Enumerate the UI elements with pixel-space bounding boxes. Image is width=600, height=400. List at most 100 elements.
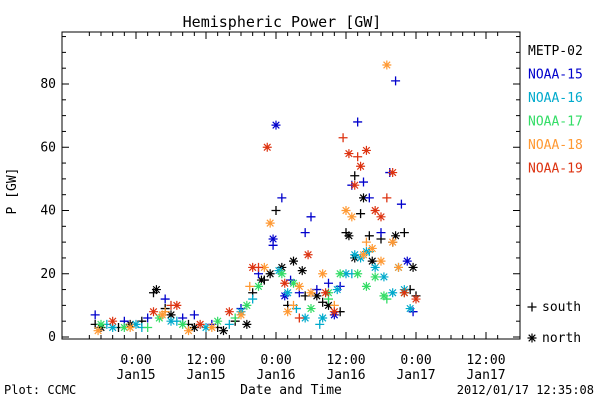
data-point-north bbox=[108, 323, 118, 333]
data-point-north bbox=[359, 193, 368, 203]
data-point-north bbox=[189, 323, 199, 333]
data-point-north bbox=[321, 288, 331, 298]
data-point-north bbox=[166, 310, 176, 320]
data-point-north bbox=[361, 281, 371, 291]
data-point-north bbox=[242, 319, 252, 329]
legend: METP-02 NOAA-15 NOAA-16 NOAA-17 NOAA-18 NOAA-… bbox=[528, 44, 583, 177]
data-point-north bbox=[353, 269, 363, 279]
x-tick-label-time: 0:00 bbox=[260, 353, 291, 368]
data-point-north bbox=[262, 142, 272, 152]
data-point-north bbox=[207, 323, 217, 333]
data-point-south bbox=[391, 76, 401, 86]
data-point-north bbox=[391, 231, 401, 241]
legend-entry: NOAA-18 bbox=[528, 138, 583, 153]
data-point-north bbox=[341, 269, 351, 279]
data-point-north bbox=[119, 323, 129, 333]
data-point-south bbox=[364, 231, 374, 241]
data-point-north bbox=[125, 323, 135, 333]
x-tick-label-date: Jan16 bbox=[256, 368, 295, 383]
data-point-south bbox=[306, 212, 316, 222]
data-point-north bbox=[318, 269, 328, 279]
data-point-north bbox=[350, 180, 360, 190]
x-tick-label-date: Jan16 bbox=[326, 368, 365, 383]
data-point-north bbox=[344, 231, 354, 241]
data-point-south bbox=[294, 313, 304, 323]
data-point-north bbox=[344, 149, 354, 159]
data-point-north bbox=[254, 281, 263, 291]
data-point-north bbox=[361, 145, 371, 155]
data-point-north bbox=[294, 281, 304, 291]
data-point-south bbox=[143, 313, 153, 323]
x-tick-label-date: Jan15 bbox=[116, 368, 155, 383]
data-point-south bbox=[376, 228, 386, 238]
legend-entry: NOAA-15 bbox=[528, 68, 583, 83]
data-point-north bbox=[178, 319, 188, 329]
data-point-north bbox=[370, 272, 380, 282]
x-tick-label-time: 12:00 bbox=[186, 353, 225, 368]
data-point-north bbox=[213, 316, 223, 326]
y-tick-label: 40 bbox=[40, 204, 56, 219]
data-point-north bbox=[411, 294, 421, 304]
footer-credit: Plot: CCMC bbox=[4, 383, 76, 397]
data-point-north bbox=[382, 60, 392, 70]
data-point-north bbox=[306, 304, 316, 314]
data-point-south bbox=[359, 177, 368, 187]
marker-legend-label: north bbox=[542, 331, 581, 346]
data-point-north bbox=[379, 291, 389, 301]
data-point-north bbox=[324, 300, 333, 310]
data-point-south bbox=[396, 199, 406, 209]
data-point-north bbox=[283, 307, 293, 317]
data-point-north bbox=[236, 310, 246, 320]
x-axis-label: Date and Time bbox=[240, 383, 342, 398]
data-point-north bbox=[356, 161, 366, 171]
data-point-north bbox=[242, 300, 252, 310]
data-point-north bbox=[335, 269, 345, 279]
data-point-north bbox=[303, 250, 313, 260]
data-point-south bbox=[353, 117, 363, 127]
x-tick-label-date: Jan17 bbox=[466, 368, 505, 383]
data-point-north bbox=[289, 256, 298, 266]
data-point-south bbox=[353, 152, 363, 162]
chart-title: Hemispheric Power [GW] bbox=[183, 13, 382, 31]
data-point-north bbox=[283, 288, 293, 298]
data-point-south bbox=[90, 310, 100, 320]
data-point-north bbox=[184, 326, 193, 336]
data-point-south bbox=[382, 193, 392, 203]
data-point-north bbox=[367, 243, 377, 253]
data-point-south bbox=[224, 319, 234, 329]
data-point-north bbox=[151, 285, 161, 295]
data-point-north bbox=[329, 307, 339, 317]
data-points bbox=[90, 60, 421, 336]
data-point-north bbox=[166, 316, 176, 326]
data-point-south bbox=[350, 171, 360, 181]
data-point-north bbox=[265, 269, 275, 279]
plot-frame bbox=[61, 31, 521, 340]
data-point-north bbox=[388, 288, 398, 298]
data-point-north bbox=[388, 168, 398, 178]
data-point-north bbox=[172, 300, 182, 310]
data-point-south bbox=[160, 294, 170, 304]
data-point-north bbox=[306, 288, 316, 298]
x-tick-label-time: 0:00 bbox=[120, 353, 151, 368]
y-axis-label: P [GW] bbox=[5, 168, 20, 215]
data-point-north bbox=[367, 256, 377, 266]
marker-legend: south north bbox=[527, 300, 581, 346]
x-tick-label-time: 12:00 bbox=[326, 353, 365, 368]
data-point-north bbox=[195, 319, 205, 329]
data-point-north bbox=[248, 262, 258, 272]
data-point-south bbox=[361, 237, 371, 247]
y-tick-label: 20 bbox=[40, 267, 56, 282]
data-point-north bbox=[399, 288, 409, 298]
data-point-north bbox=[93, 326, 103, 336]
data-point-north bbox=[394, 262, 403, 272]
data-point-north bbox=[402, 256, 412, 266]
x-tick-label-time: 12:00 bbox=[466, 353, 505, 368]
data-point-north bbox=[359, 250, 368, 260]
data-point-south bbox=[189, 310, 199, 320]
footer-timestamp: 2012/01/17 12:35:08 bbox=[457, 383, 594, 397]
legend-entry: NOAA-17 bbox=[528, 115, 583, 130]
data-point-south bbox=[300, 228, 310, 238]
data-point-south bbox=[338, 133, 348, 143]
x-axis-ticks: 0:00Jan1512:00Jan150:00Jan1612:00Jan160:… bbox=[88, 32, 506, 383]
